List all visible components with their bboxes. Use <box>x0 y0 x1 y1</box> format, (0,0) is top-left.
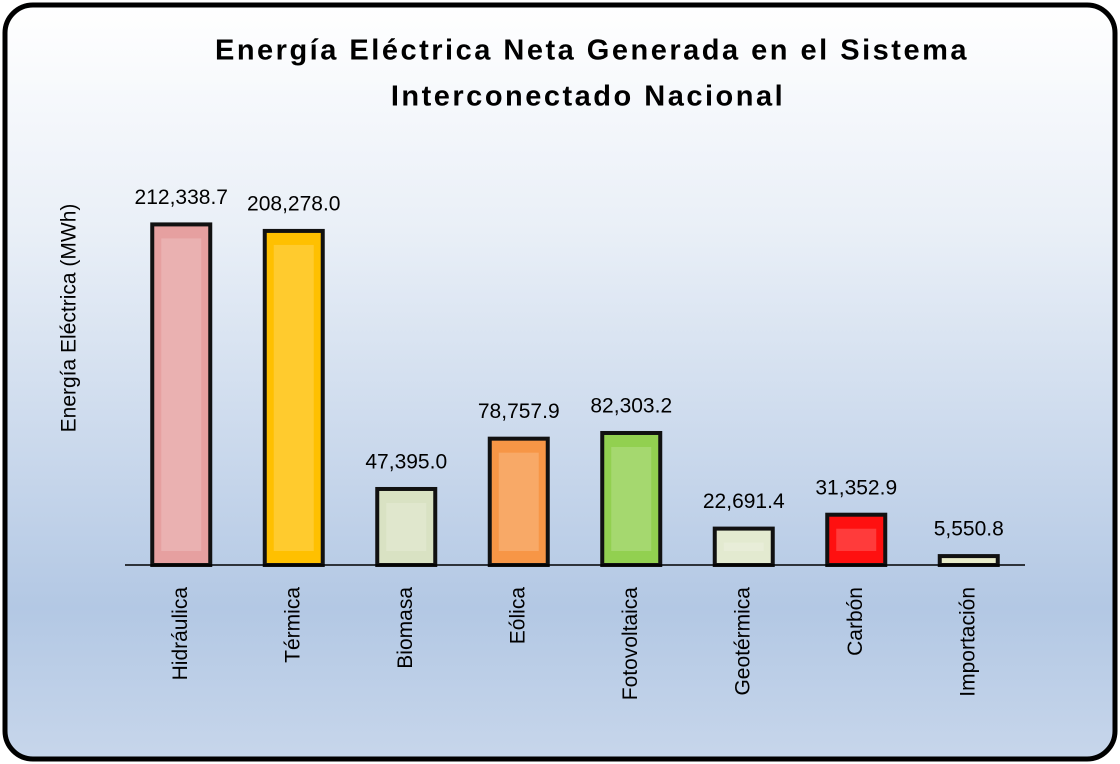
bar-bevel <box>723 542 764 551</box>
bar <box>937 554 1000 567</box>
value-label: 47,395.0 <box>365 451 447 474</box>
value-label: 22,691.4 <box>703 490 785 513</box>
value-label: 5,550.8 <box>934 518 1004 541</box>
y-axis-label: Energía Eléctrica (MWh) <box>58 204 81 433</box>
bar-bevel <box>498 452 539 551</box>
bar <box>262 228 325 567</box>
bar <box>150 222 213 567</box>
x-tick-label: Térmica <box>281 587 304 663</box>
chart-title: Energía Eléctrica Neta Generada en el Si… <box>215 35 969 67</box>
chart-subtitle: Interconectado Nacional <box>391 81 785 113</box>
bar <box>825 512 888 568</box>
x-tick-label: Hidráulica <box>169 587 192 681</box>
value-label: 31,352.9 <box>815 476 897 499</box>
bar-bevel <box>386 502 427 551</box>
bar <box>375 486 438 568</box>
value-label: 208,278.0 <box>247 192 340 215</box>
bar-bevel <box>611 446 652 551</box>
x-tick-label: Importación <box>956 587 979 697</box>
bar-bevel <box>836 528 877 551</box>
x-tick-label: Biomasa <box>394 587 417 669</box>
value-label: 212,338.7 <box>135 186 228 209</box>
bar-bevel <box>161 238 202 551</box>
x-tick-label: Carbón <box>844 587 867 656</box>
value-label: 82,303.2 <box>590 395 672 418</box>
x-tick-label: Fotovoltaica <box>619 587 642 701</box>
x-tick-label: Eólica <box>506 587 529 645</box>
x-tick-label: Geotérmica <box>731 587 754 696</box>
value-label: 78,757.9 <box>478 400 560 423</box>
bar-bevel <box>273 244 314 551</box>
